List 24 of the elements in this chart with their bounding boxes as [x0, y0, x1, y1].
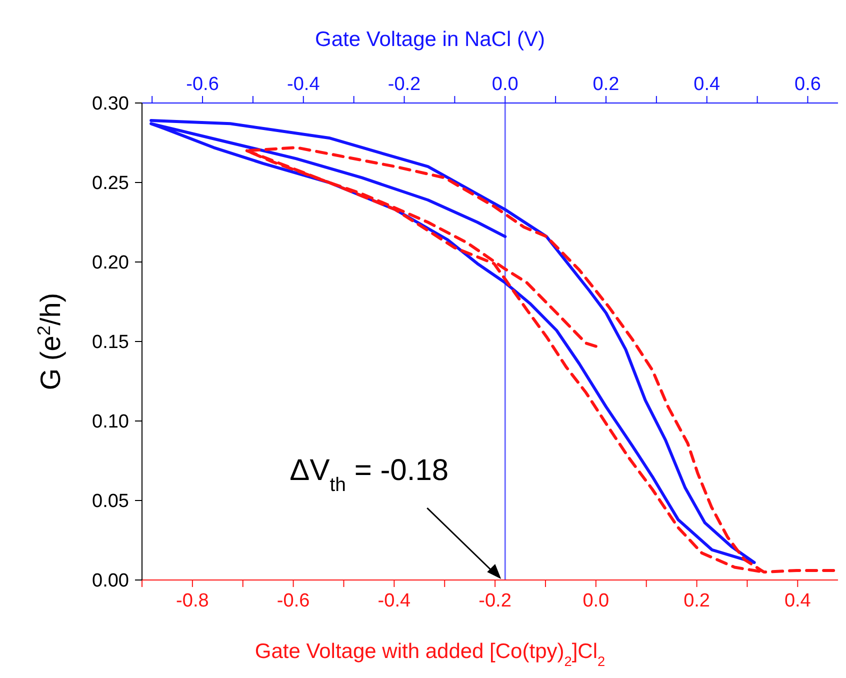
x-tick-label: 0.4: [784, 590, 812, 612]
x2-tick-label: -0.6: [186, 74, 219, 95]
y-tick-label: 0.00: [92, 570, 129, 592]
x-tick-label: -0.6: [276, 590, 310, 612]
x-tick-label: -0.8: [176, 590, 209, 612]
y-tick-label: 0.10: [92, 412, 129, 433]
x2-axis-title: Gate Voltage in NaCl (V): [315, 28, 545, 51]
y-tick-label: 0.20: [92, 252, 129, 274]
x2-tick-label: -0.4: [287, 74, 320, 95]
x-tick-label: -0.2: [478, 590, 512, 612]
y-tick-label: 0.25: [92, 173, 129, 194]
y-tick-label: 0.30: [92, 94, 129, 115]
y-tick-label: 0.05: [92, 491, 129, 512]
x2-tick-label: 0.0: [492, 74, 518, 95]
x2-tick-label: -0.2: [388, 74, 421, 95]
x2-tick-label: 0.2: [592, 74, 620, 95]
x2-tick-label: 0.4: [694, 74, 721, 95]
x-tick-label: -0.4: [378, 590, 411, 612]
x-tick-label: 0.0: [582, 590, 610, 612]
x-tick-label: 0.2: [684, 590, 710, 612]
x2-tick-label: 0.6: [794, 74, 821, 95]
x-axis-title: Gate Voltage with added [Co(tpy)$_{2}$]Cl$_{2}$: [254, 640, 606, 668]
y-tick-label: 0.15: [92, 332, 129, 354]
annotation: ΔV$_{th}$ = -0.18: [290, 454, 449, 496]
